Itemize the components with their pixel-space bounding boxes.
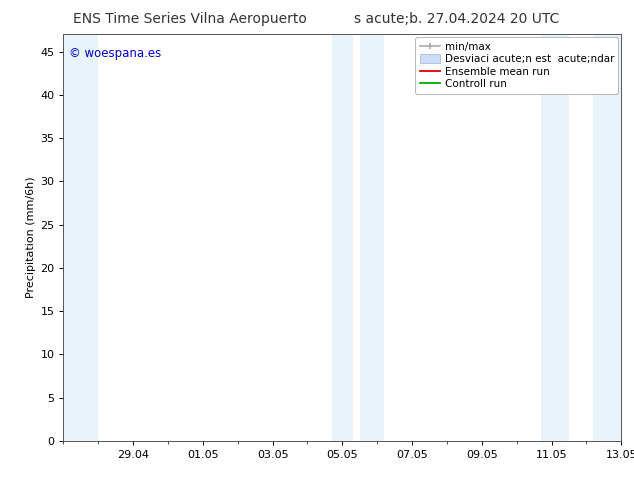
Bar <box>332 34 353 441</box>
Legend: min/max, Desviaci acute;n est  acute;ndar, Ensemble mean run, Controll run: min/max, Desviaci acute;n est acute;ndar… <box>415 37 618 94</box>
Bar <box>593 34 628 441</box>
Text: s acute;b. 27.04.2024 20 UTC: s acute;b. 27.04.2024 20 UTC <box>354 12 559 26</box>
Y-axis label: Precipitation (mm/6h): Precipitation (mm/6h) <box>26 177 36 298</box>
Text: ENS Time Series Vilna Aeropuerto: ENS Time Series Vilna Aeropuerto <box>74 12 307 26</box>
Bar <box>359 34 384 441</box>
Text: © woespana.es: © woespana.es <box>69 47 161 59</box>
Bar <box>541 34 569 441</box>
Bar <box>63 34 98 441</box>
